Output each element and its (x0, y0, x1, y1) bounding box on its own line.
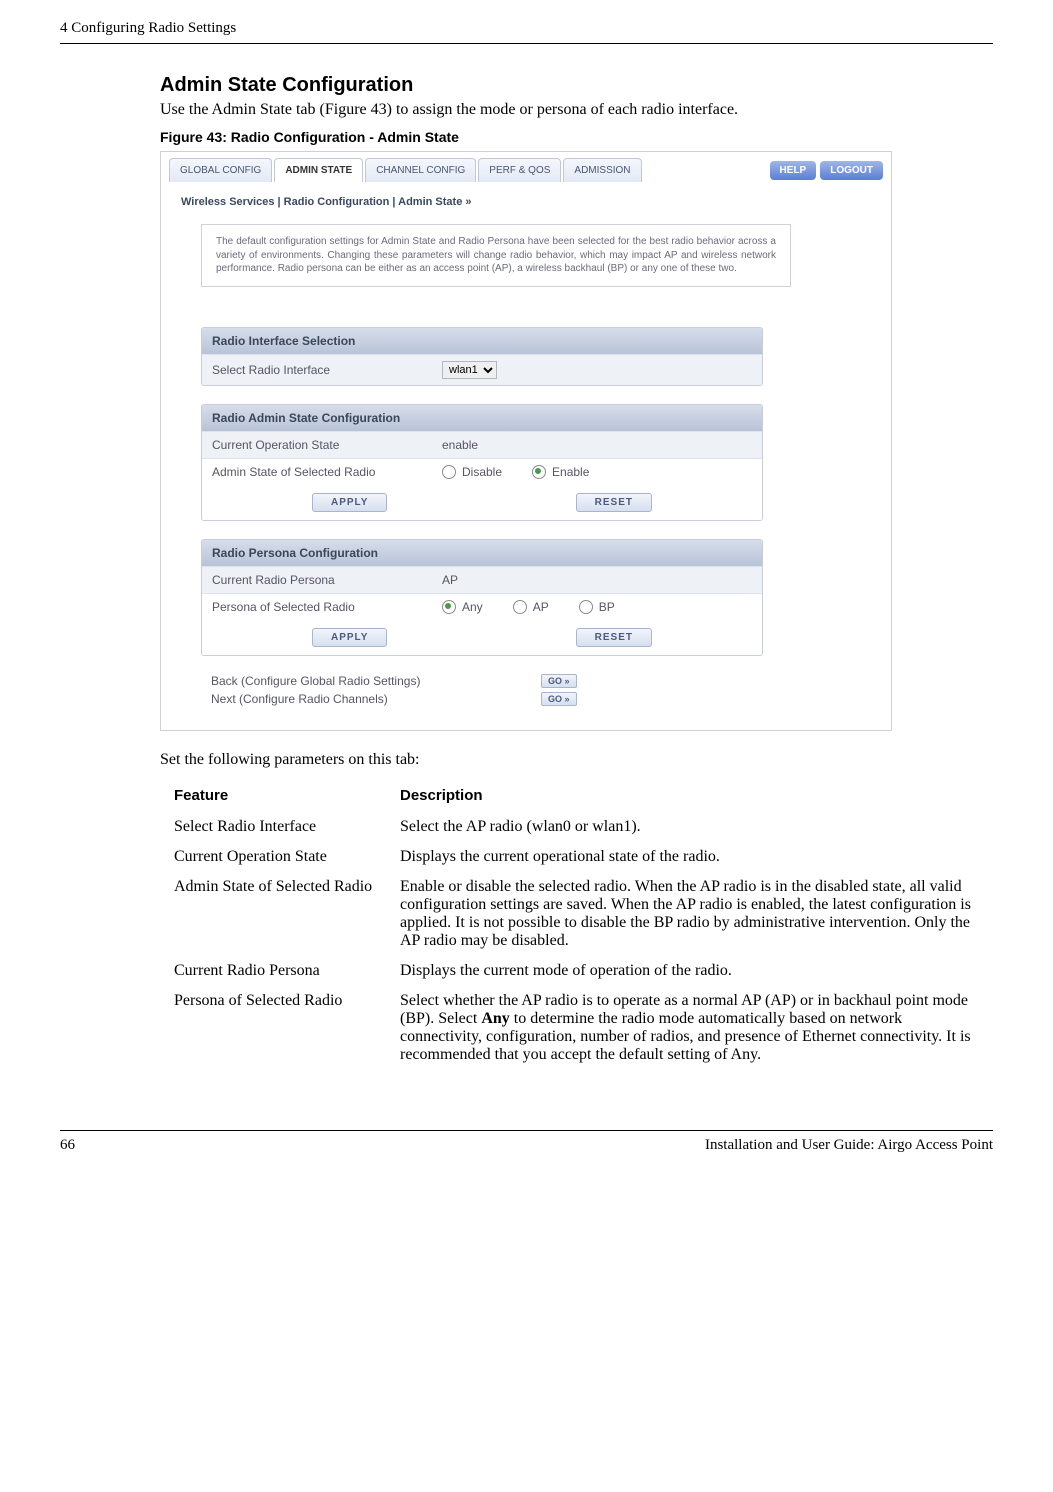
go-next-button[interactable]: GO » (541, 692, 577, 706)
below-text: Set the following parameters on this tab… (160, 751, 993, 769)
page-number: 66 (60, 1137, 75, 1154)
feature-cell: Admin State of Selected Radio (174, 872, 400, 956)
panel-header: Radio Admin State Configuration (202, 405, 762, 431)
tab-global-config[interactable]: GLOBAL CONFIG (169, 158, 272, 182)
nav-next-label: Next (Configure Radio Channels) (211, 692, 541, 706)
section-title: Admin State Configuration (160, 74, 993, 97)
radio-label: Any (462, 600, 483, 614)
description-cell: Displays the current operational state o… (400, 842, 1004, 872)
row-persona-selected: Persona of Selected Radio Any AP (202, 593, 762, 620)
radio-icon (579, 600, 593, 614)
apply-button[interactable]: APPLY (312, 628, 387, 647)
feature-cell: Select Radio Interface (174, 812, 400, 842)
radio-icon (442, 465, 456, 479)
feature-cell: Persona of Selected Radio (174, 986, 400, 1070)
page-footer: 66 Installation and User Guide: Airgo Ac… (60, 1130, 993, 1154)
panel-admin-state-config: Radio Admin State Configuration Current … (201, 404, 763, 521)
panel-header: Radio Interface Selection (202, 328, 762, 354)
row-value: AP (442, 573, 458, 587)
header-left: 4 Configuring Radio Settings (60, 20, 236, 36)
description-cell: Enable or disable the selected radio. Wh… (400, 872, 1004, 956)
row-current-radio-persona: Current Radio Persona AP (202, 566, 762, 593)
tab-perf-qos[interactable]: PERF & QOS (478, 158, 561, 182)
radio-icon (532, 465, 546, 479)
apply-button[interactable]: APPLY (312, 493, 387, 512)
table-row: Select Radio Interface Select the AP rad… (174, 812, 1004, 842)
feature-table: Feature Description Select Radio Interfa… (174, 783, 1004, 1070)
radio-label: Enable (552, 465, 589, 479)
figure-label: Figure 43: Radio Configuration - Admin S… (160, 129, 993, 145)
radio-icon (513, 600, 527, 614)
panel-header: Radio Persona Configuration (202, 540, 762, 566)
footer-right: Installation and User Guide: Airgo Acces… (705, 1137, 993, 1154)
page-header: 4 Configuring Radio Settings (60, 20, 993, 44)
tab-admission[interactable]: ADMISSION (563, 158, 641, 182)
radio-ap[interactable]: AP (513, 600, 549, 614)
panel-radio-persona-config: Radio Persona Configuration Current Radi… (201, 539, 763, 656)
row-value: enable (442, 438, 478, 452)
tab-row: GLOBAL CONFIG ADMIN STATE CHANNEL CONFIG… (161, 152, 891, 182)
radio-label: BP (599, 600, 615, 614)
button-row: APPLY RESET (202, 485, 762, 520)
feature-cell: Current Radio Persona (174, 956, 400, 986)
radio-bp[interactable]: BP (579, 600, 615, 614)
radio-any[interactable]: Any (442, 600, 483, 614)
logout-button[interactable]: LOGOUT (820, 161, 883, 180)
radio-enable[interactable]: Enable (532, 465, 589, 479)
table-header-description: Description (400, 783, 1004, 812)
description-cell: Displays the current mode of operation o… (400, 956, 1004, 986)
radio-label: AP (533, 600, 549, 614)
table-row: Admin State of Selected Radio Enable or … (174, 872, 1004, 956)
radio-disable[interactable]: Disable (442, 465, 502, 479)
go-back-button[interactable]: GO » (541, 674, 577, 688)
row-label: Select Radio Interface (212, 363, 442, 377)
reset-button[interactable]: RESET (576, 628, 652, 647)
radio-icon (442, 600, 456, 614)
row-label: Current Operation State (212, 438, 442, 452)
feature-cell: Current Operation State (174, 842, 400, 872)
table-row: Persona of Selected Radio Select whether… (174, 986, 1004, 1070)
radio-label: Disable (462, 465, 502, 479)
breadcrumb: Wireless Services | Radio Configuration … (181, 196, 871, 208)
table-row: Current Radio Persona Displays the curre… (174, 956, 1004, 986)
table-row: Current Operation State Displays the cur… (174, 842, 1004, 872)
description-cell: Select whether the AP radio is to operat… (400, 986, 1004, 1070)
description-cell: Select the AP radio (wlan0 or wlan1). (400, 812, 1004, 842)
panel-radio-interface-selection: Radio Interface Selection Select Radio I… (201, 327, 763, 386)
nav-back-label: Back (Configure Global Radio Settings) (211, 674, 541, 688)
nav-links: Back (Configure Global Radio Settings) G… (211, 674, 841, 706)
row-admin-state-selected: Admin State of Selected Radio Disable En… (202, 458, 762, 485)
screenshot-panel: GLOBAL CONFIG ADMIN STATE CHANNEL CONFIG… (160, 151, 892, 731)
tab-channel-config[interactable]: CHANNEL CONFIG (365, 158, 476, 182)
reset-button[interactable]: RESET (576, 493, 652, 512)
row-label: Persona of Selected Radio (212, 600, 442, 614)
row-label: Admin State of Selected Radio (212, 465, 442, 479)
intro-text: Use the Admin State tab (Figure 43) to a… (160, 101, 993, 119)
row-current-operation-state: Current Operation State enable (202, 431, 762, 458)
tab-admin-state[interactable]: ADMIN STATE (274, 158, 363, 182)
button-row: APPLY RESET (202, 620, 762, 655)
row-label: Current Radio Persona (212, 573, 442, 587)
table-header-feature: Feature (174, 783, 400, 812)
info-box: The default configuration settings for A… (201, 224, 791, 287)
row-select-radio-interface: Select Radio Interface wlan1 (202, 354, 762, 385)
help-button[interactable]: HELP (770, 161, 817, 180)
select-radio-interface[interactable]: wlan1 (442, 361, 497, 379)
